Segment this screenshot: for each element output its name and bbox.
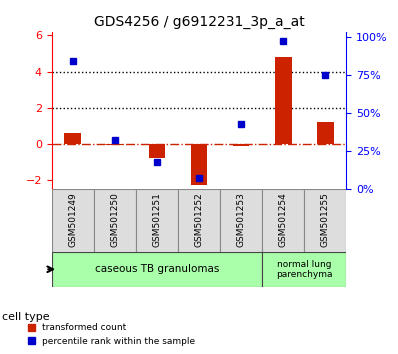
Bar — [64, 133, 81, 144]
Text: GSM501251: GSM501251 — [152, 192, 162, 247]
Text: GSM501252: GSM501252 — [195, 192, 203, 247]
FancyBboxPatch shape — [52, 252, 262, 287]
Text: GSM501250: GSM501250 — [110, 192, 119, 247]
Text: cell type: cell type — [2, 312, 50, 322]
Text: GSM501255: GSM501255 — [321, 192, 330, 247]
FancyBboxPatch shape — [52, 189, 94, 252]
Legend: transformed count, percentile rank within the sample: transformed count, percentile rank withi… — [24, 320, 199, 349]
FancyBboxPatch shape — [262, 252, 346, 287]
Text: GSM501249: GSM501249 — [68, 192, 77, 247]
Bar — [148, 144, 165, 158]
Text: caseous TB granulomas: caseous TB granulomas — [95, 264, 219, 274]
Text: normal lung
parenchyma: normal lung parenchyma — [276, 259, 332, 279]
FancyBboxPatch shape — [178, 189, 220, 252]
Bar — [106, 144, 123, 145]
Bar — [233, 144, 250, 145]
Bar — [317, 122, 334, 144]
FancyBboxPatch shape — [94, 189, 136, 252]
Title: GDS4256 / g6912231_3p_a_at: GDS4256 / g6912231_3p_a_at — [94, 16, 304, 29]
FancyBboxPatch shape — [220, 189, 262, 252]
FancyBboxPatch shape — [262, 189, 304, 252]
FancyBboxPatch shape — [136, 189, 178, 252]
FancyBboxPatch shape — [304, 189, 346, 252]
Text: GSM501253: GSM501253 — [236, 192, 246, 247]
Text: GSM501254: GSM501254 — [279, 192, 288, 247]
Bar — [191, 144, 207, 185]
Bar — [275, 57, 292, 144]
